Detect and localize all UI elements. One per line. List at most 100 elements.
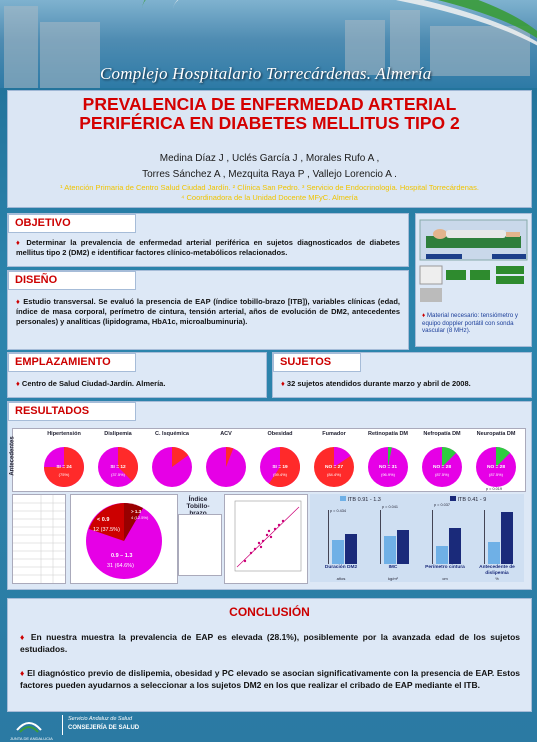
bar-itb-low bbox=[449, 528, 461, 564]
pie-4: Obesidad SI = 19 (59.4%) bbox=[253, 429, 307, 491]
table-lines bbox=[13, 495, 65, 583]
patient-illustration bbox=[419, 219, 528, 302]
title-block: PREVALENCIA DE ENFERMEDAD ARTERIAL PERIF… bbox=[7, 90, 532, 208]
authors-line-2: Torres Sánchez A , Mezquita Raya P , Val… bbox=[142, 169, 397, 180]
itb-slice-label-low: < 0.9 bbox=[97, 517, 110, 523]
material-text: ♦ Material necesario: tensiómetro y equi… bbox=[422, 312, 519, 334]
pie-pct: (84.4%) bbox=[326, 472, 341, 477]
pie-6: Retinopatía DM NO = 31 (96.9%) bbox=[361, 429, 415, 491]
conclusion-heading: CONCLUSIÓN bbox=[229, 605, 310, 619]
bar-pvalue: p = 0.041 bbox=[382, 505, 398, 509]
itb-slice-label-mid: 0.9 – 1.3 bbox=[111, 553, 133, 559]
pie-title: Dislipemia bbox=[104, 431, 132, 437]
bar-group-3: p = 0.019 Antecedente de dislipemia% bbox=[472, 487, 522, 582]
bar-group-1: p = 0.041 IMC kg/m² bbox=[368, 505, 418, 582]
pie-chart bbox=[152, 447, 192, 487]
bar-unit: años bbox=[336, 576, 346, 581]
pie-value: SI = 24 bbox=[56, 465, 72, 470]
bar-unit: cm bbox=[442, 576, 448, 581]
bar-label: IMC bbox=[388, 565, 398, 570]
itb-slice-low bbox=[89, 503, 124, 541]
pie-pct: (37.5%) bbox=[110, 472, 125, 477]
pie-chart bbox=[44, 447, 84, 487]
authors-line-1: Medina Díaz J , Uclés García J , Morales… bbox=[159, 153, 380, 164]
itb-title: Índice Tobillo-brazo bbox=[186, 496, 210, 517]
pie-value: SI = 12 bbox=[110, 465, 126, 470]
scatter-panel bbox=[224, 494, 308, 584]
poster-title: PREVALENCIA DE ENFERMEDAD ARTERIAL PERIF… bbox=[8, 95, 531, 133]
emplazamiento-text: ♦ Centro de Salud Ciudad-Jardín. Almería… bbox=[16, 379, 166, 388]
itb-slice-value-high: 4 (12.5%) bbox=[131, 515, 149, 520]
conclusion-p1-body: En nuestra muestra la prevalencia de EAP… bbox=[20, 632, 520, 654]
pie-slice bbox=[268, 447, 300, 487]
affiliations-line-2: ⁴ Coordinadora de la Unidad Docente MFyC… bbox=[181, 193, 358, 202]
pie-pct: (87.5%) bbox=[488, 472, 503, 477]
pie-3: ACV bbox=[199, 429, 253, 491]
authors: Medina Díaz J , Uclés García J , Morales… bbox=[8, 151, 531, 183]
pie-slice bbox=[334, 447, 351, 467]
objetivo-text: ♦ Determinar la prevalencia de enfermeda… bbox=[16, 238, 400, 257]
diseno-text-body: Estudio transversal. Se evaluó la presen… bbox=[16, 297, 400, 326]
conclusion-p2: ♦ El diagnóstico previo de dislipemia, o… bbox=[20, 668, 520, 690]
conclusion-p2-body: El diagnóstico previo de dislipemia, obe… bbox=[20, 668, 520, 690]
sujetos-section: SUJETOS ♦ 32 sujetos atendidos durante m… bbox=[272, 352, 532, 398]
diseno-heading: DISEÑO bbox=[8, 271, 136, 290]
affiliations: ¹ Atención Primaria de Centro Salud Ciud… bbox=[8, 183, 531, 203]
descriptive-table bbox=[12, 494, 66, 584]
bar-label: Perímetro cintura bbox=[425, 565, 465, 570]
bar-unit: kg/m² bbox=[388, 576, 398, 581]
bar-label: Duración DM2 bbox=[324, 565, 358, 570]
itb-slice-value-low: 12 (37.5%) bbox=[93, 527, 120, 533]
pie-pct: (59.4%) bbox=[272, 472, 287, 477]
pie-value: NO = 28 bbox=[487, 465, 505, 470]
pie-title: Retinopatía DM bbox=[367, 431, 409, 437]
bar-pvalue: p = 0.019 bbox=[486, 487, 502, 491]
pie-value: NO = 28 bbox=[433, 465, 451, 470]
consejeria-text: CONSEJERÍA DE SALUD bbox=[68, 725, 140, 731]
antecedentes-panel: Antecedentes Hipertensión SI = 24 (75%) Dis… bbox=[9, 428, 526, 492]
legend-a: ITB 0.91 - 1.3 bbox=[340, 496, 381, 503]
diseno-section: DISEÑO ♦ Estudio transversal. Se evaluó … bbox=[7, 270, 409, 350]
bar-axis bbox=[432, 510, 433, 564]
hospital-name: Complejo Hospitalario Torrecárdenas. Alm… bbox=[100, 64, 432, 83]
legend-b: ITB 0.41 - 9 bbox=[450, 496, 486, 503]
pie-1: Dislipemia SI = 12 (37.5%) bbox=[91, 429, 145, 491]
pie-value: NO = 31 bbox=[379, 465, 397, 470]
pie-slice bbox=[226, 447, 234, 467]
pie-2: C. Isquémica bbox=[145, 429, 199, 491]
pie-title: Obesidad bbox=[267, 431, 293, 437]
diseno-text: ♦ Estudio transversal. Se evaluó la pres… bbox=[16, 297, 400, 326]
pie-chart bbox=[206, 447, 246, 487]
pie-pct: (96.9%) bbox=[380, 472, 395, 477]
legend-a-label: ITB 0.91 - 1.3 bbox=[347, 497, 381, 503]
bar-axis bbox=[484, 510, 485, 564]
emplazamiento-text-body: Centro de Salud Ciudad-Jardín. Almería. bbox=[21, 379, 166, 388]
title-line-2: PERIFÉRICA EN DIABETES MELLITUS TIPO 2 bbox=[79, 113, 460, 133]
pie-chart bbox=[98, 447, 138, 487]
pie-title: Nefropatía DM bbox=[423, 431, 461, 437]
sujetos-heading: SUJETOS bbox=[273, 353, 361, 372]
objetivo-section: OBJETIVO ♦ Determinar la prevalencia de … bbox=[7, 213, 409, 267]
conclusion-p1: ♦ En nuestra muestra la prevalencia de E… bbox=[20, 632, 520, 654]
junta-logo bbox=[16, 722, 42, 733]
pie-0: Hipertensión SI = 24 (75%) bbox=[37, 429, 91, 491]
header-banner: Complejo Hospitalario Torrecárdenas. Alm… bbox=[0, 0, 537, 88]
material-text-body: Material necesario: tensiómetro y equipo… bbox=[422, 312, 519, 334]
material-panel: ♦ Material necesario: tensiómetro y equi… bbox=[415, 213, 532, 347]
emplazamiento-heading: EMPLAZAMIENTO bbox=[8, 353, 136, 372]
bar-axis bbox=[328, 510, 329, 564]
pie-slice bbox=[118, 447, 138, 482]
bar-itb-low bbox=[501, 512, 513, 564]
pie-slice bbox=[388, 447, 392, 467]
affiliations-line-1: ¹ Atención Primaria de Centro Salud Ciud… bbox=[60, 183, 479, 192]
objetivo-heading: OBJETIVO bbox=[8, 214, 136, 233]
antecedentes-label: Antecedentes bbox=[9, 436, 16, 476]
pie-8: Neuropatía DM NO = 28 (87.5%) bbox=[469, 429, 523, 491]
pie-title: Neuropatía DM bbox=[476, 431, 516, 437]
bar-pvalue: p = 0.434 bbox=[330, 509, 346, 513]
pie-title: Hipertensión bbox=[47, 431, 81, 437]
pie-pct: (87.5%) bbox=[434, 472, 449, 477]
pie-value: SI = 19 bbox=[272, 465, 288, 470]
bar-group-0: p = 0.434 Duración DM2 años bbox=[316, 506, 366, 582]
